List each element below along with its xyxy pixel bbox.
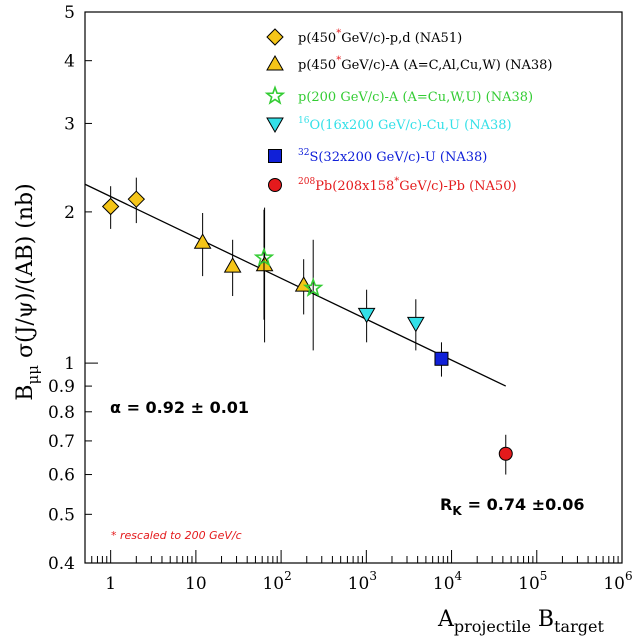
x-axis-title: Aprojectile Btarget (437, 607, 604, 636)
x-tick-base: 1 (105, 574, 116, 594)
rk-main: R (440, 495, 452, 514)
legend-label: 16O(16x200 GeV/c)-Cu,U (NA38) (298, 116, 512, 133)
legend-label: p(450*GeV/c)-p,d (NA51) (298, 28, 462, 46)
y-axis-title: Bμμ σ(J/ψ)/(AB) (nb) (13, 183, 42, 400)
data-points (101, 177, 513, 475)
x-tick-exp: 2 (284, 569, 292, 583)
rk-value: = 0.74 ±0.06 (468, 495, 585, 514)
legend-sup: 32 (298, 148, 309, 158)
legend-marker-diamond (266, 28, 284, 46)
data-point-diamond (127, 190, 146, 208)
y-title-post: σ(J/ψ)/(AB) (nb) (13, 183, 38, 365)
legend-star: * (336, 55, 341, 66)
data-point-star (302, 277, 324, 297)
x-tick-exp: 6 (625, 569, 633, 583)
data-point-triangle-up (193, 233, 212, 249)
rk-sub: K (452, 504, 462, 518)
y-tick-label: 0.9 (48, 377, 75, 397)
legend-marker-triangle-up (266, 54, 284, 71)
x-tick-label: 10 (185, 574, 207, 594)
data-point-triangle-down (406, 316, 425, 333)
x-title-main: A (437, 607, 455, 632)
footnote: * rescaled to 200 GeV/c (111, 529, 242, 542)
data-point-circle (498, 446, 513, 461)
y-tick-label: 4 (64, 52, 75, 72)
data-point-star (253, 247, 275, 267)
y-tick-label: 3 (64, 114, 75, 134)
x-tick-base: 10 (185, 574, 207, 594)
x-title-sub1: projectile (454, 617, 531, 636)
y-tick-label: 0.5 (48, 505, 75, 525)
x-tick-label: 104 (433, 569, 463, 594)
x-tick-label: 102 (262, 569, 291, 594)
x-axis-ticks: 1 10 102 103 104 105 106 (84, 550, 633, 594)
x-tick-label: 103 (348, 569, 377, 594)
legend-sup: 208 (298, 177, 315, 187)
legend-text-part: Pb(208x158 (315, 179, 394, 194)
x-title-sub2: target (554, 617, 604, 636)
legend-label: 208Pb(208x158*GeV/c)-Pb (NA50) (298, 176, 517, 194)
legend-text-part: GeV/c)-A (A=C,Al,Cu,W) (NA38) (341, 58, 552, 73)
legend-marker-square (268, 149, 282, 163)
y-axis-ticks: 0.4 0.5 0.6 0.7 0.8 0.9 1 2 3 4 5 (48, 3, 98, 574)
legend-text-part: p(200 GeV/c)-A (A=Cu,W,U) (NA38) (298, 90, 533, 105)
x-tick-exp: 3 (369, 569, 377, 583)
x-title-mid: B (531, 607, 554, 632)
x-tick-base: 10 (262, 574, 284, 594)
x-tick-base: 10 (433, 574, 455, 594)
legend-star: * (394, 176, 399, 187)
legend-text-part: GeV/c)-p,d (NA51) (341, 31, 462, 46)
y-tick-label: 2 (64, 203, 75, 223)
legend-text-part: GeV/c)-Pb (NA50) (399, 179, 516, 194)
y-tick-label: 0.7 (48, 432, 75, 452)
legend-sup: 16 (298, 116, 310, 126)
y-tick-label: 5 (64, 3, 75, 23)
data-point-square (434, 351, 449, 366)
legend-marker-circle (268, 178, 282, 192)
data-point-diamond (101, 197, 120, 216)
rk-annotation: RK = 0.74 ±0.06 (440, 495, 585, 518)
legend-text-part: p(450 (298, 31, 336, 46)
legend-marker-triangle-down (266, 117, 284, 134)
y-tick-label: 0.6 (48, 466, 75, 486)
x-tick-exp: 4 (455, 569, 463, 583)
x-tick-base: 10 (603, 574, 625, 594)
data-point-triangle-up (223, 257, 242, 273)
legend-text-part: p(450 (298, 58, 336, 73)
x-tick-label: 105 (518, 569, 547, 594)
legend-marker-star (264, 85, 286, 105)
legend-text-part: O(16x200 GeV/c)-Cu,U (NA38) (309, 118, 511, 133)
y-tick-label: 0.4 (48, 554, 75, 574)
legend-label: p(200 GeV/c)-A (A=Cu,W,U) (NA38) (298, 90, 533, 105)
legend-label: p(450*GeV/c)-A (A=C,Al,Cu,W) (NA38) (298, 55, 552, 73)
data-point-triangle-down (357, 307, 376, 324)
alpha-annotation: α = 0.92 ± 0.01 (110, 398, 249, 417)
x-tick-label: 106 (603, 569, 632, 594)
x-tick-exp: 5 (540, 569, 548, 583)
y-tick-label: 0.8 (48, 403, 75, 423)
x-tick-base: 10 (518, 574, 540, 594)
legend-text-part: S(32x200 GeV/c)-U (NA38) (309, 150, 487, 165)
y-tick-label: 1 (64, 354, 75, 374)
y-title-sub: μμ (24, 365, 42, 385)
legend: p(450*GeV/c)-p,d (NA51)p(450*GeV/c)-A (A… (264, 28, 552, 194)
y-title-pre: B (13, 385, 38, 401)
legend-star: * (336, 28, 341, 39)
x-tick-base: 10 (348, 574, 370, 594)
x-tick-label: 1 (105, 574, 116, 594)
legend-label: 32S(32x200 GeV/c)-U (NA38) (298, 148, 487, 165)
